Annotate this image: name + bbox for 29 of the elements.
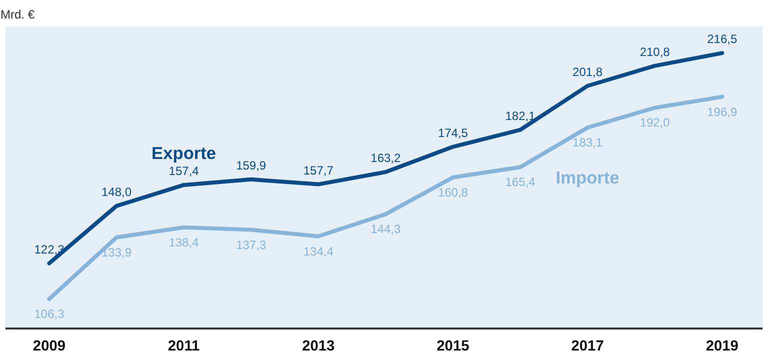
data-label: 192,0 <box>640 116 670 130</box>
data-label: 163,2 <box>370 151 402 166</box>
data-label: 182,1 <box>505 108 536 123</box>
data-label: 157,7 <box>303 163 334 178</box>
data-label: 216,5 <box>707 32 738 46</box>
data-label: 159,9 <box>236 158 266 172</box>
data-label: 174,5 <box>438 126 468 140</box>
x-tick-label: 2011 <box>168 338 200 353</box>
x-tick-label: 2019 <box>706 338 738 353</box>
data-label: 157,4 <box>168 164 200 178</box>
x-tick-label: 2015 <box>436 338 470 353</box>
data-label: 183,1 <box>572 136 603 150</box>
y-axis-title: Mrd. € <box>0 8 35 22</box>
x-tick-label: 2017 <box>571 338 604 353</box>
data-label: 148,0 <box>102 184 132 199</box>
x-tick-label: 2009 <box>32 338 66 353</box>
x-tick-label: 2013 <box>302 338 335 353</box>
series-label: Importe <box>556 168 620 188</box>
data-label: 106,3 <box>34 306 65 321</box>
data-label: 138,4 <box>168 235 200 250</box>
data-label: 160,8 <box>438 185 468 200</box>
data-label: 134,4 <box>303 244 334 258</box>
data-label: 165,4 <box>505 175 536 190</box>
data-label: 210,8 <box>640 44 670 59</box>
series-label: Exporte <box>152 142 216 163</box>
data-label: 144,3 <box>370 222 402 236</box>
data-label: 201,8 <box>572 64 603 79</box>
data-label: 196,9 <box>707 104 738 119</box>
data-label: 137,3 <box>236 238 266 252</box>
